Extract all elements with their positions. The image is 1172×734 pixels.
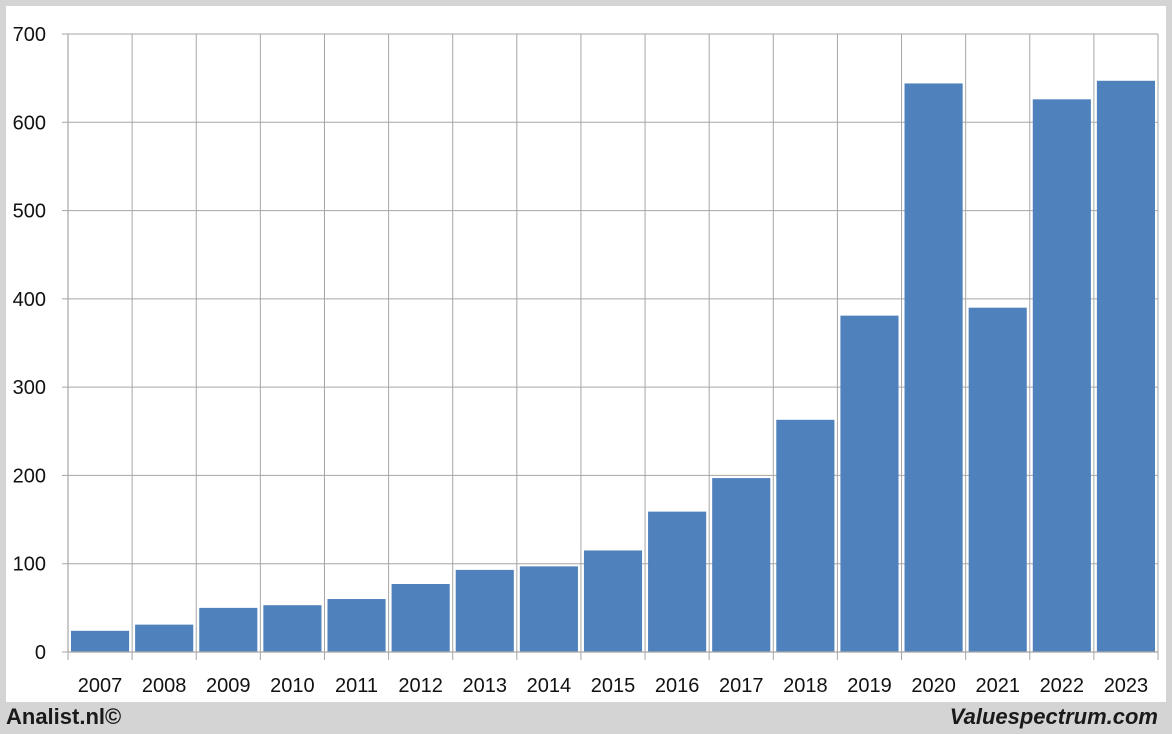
bar-2010 [263, 605, 322, 652]
x-tick-label: 2013 [463, 675, 508, 697]
y-tick-label: 100 [13, 554, 46, 576]
bars [71, 80, 1155, 653]
x-tick-label: 2020 [911, 675, 956, 697]
y-tick-label: 400 [13, 289, 46, 311]
bar-2011 [327, 599, 386, 652]
x-tick-label: 2008 [142, 675, 187, 697]
bar-2008 [135, 624, 194, 652]
y-tick-label: 500 [13, 201, 46, 223]
bar-2015 [583, 550, 643, 652]
source-credit-right: Valuespectrum.com [949, 704, 1158, 729]
bar-2019 [840, 315, 899, 652]
bar-2013 [455, 569, 514, 652]
x-tick-labels: 2007 2008 2009 2010 2011 2012 2013 2014 2015 2016… [78, 675, 1148, 697]
bar-2012 [391, 584, 450, 652]
x-tick-label: 2010 [270, 675, 315, 697]
x-tick-label: 2018 [783, 675, 828, 697]
bar-2017 [712, 478, 771, 652]
y-tick-label: 200 [13, 465, 46, 487]
x-tick-label: 2014 [527, 675, 572, 697]
bar-2021 [968, 307, 1027, 652]
x-tick-label: 2021 [975, 675, 1020, 697]
x-tick-label: 2019 [847, 675, 892, 697]
y-tick-label: 600 [13, 112, 46, 134]
y-tick-label: 300 [13, 377, 46, 399]
bar-2020 [904, 83, 963, 652]
y-tick-labels: 0 100 200 300 400 500 600 700 [13, 24, 46, 664]
x-tick-label: 2022 [1040, 675, 1085, 697]
x-tick-label: 2011 [335, 675, 378, 697]
bar-2016 [648, 511, 707, 652]
x-tick-label: 2007 [78, 675, 123, 697]
axes [62, 33, 1159, 660]
bar-2023 [1096, 80, 1155, 652]
bar-2022 [1032, 99, 1091, 653]
x-tick-label: 2017 [719, 675, 764, 697]
x-tick-label: 2009 [206, 675, 251, 697]
bar-2009 [199, 607, 258, 652]
source-credit-left: Analist.nl© [6, 704, 122, 729]
bar-2007 [71, 630, 130, 652]
x-tick-label: 2015 [591, 675, 636, 697]
x-tick-label: 2012 [398, 675, 443, 697]
x-tick-label: 2016 [655, 675, 700, 697]
y-tick-label: 0 [35, 642, 46, 664]
bar-2014 [519, 566, 578, 652]
bar-2018 [776, 419, 835, 652]
y-tick-label: 700 [13, 24, 46, 46]
x-tick-label: 2023 [1104, 675, 1149, 697]
